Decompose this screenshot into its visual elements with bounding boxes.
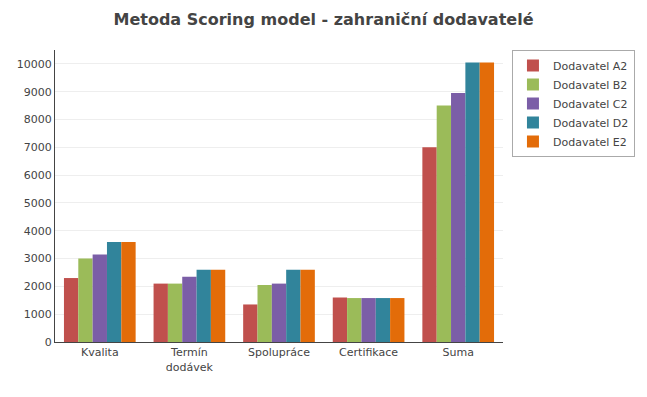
- svg-text:5000: 5000: [24, 197, 52, 210]
- svg-text:1000: 1000: [24, 308, 52, 321]
- svg-text:Certifikace: Certifikace: [339, 346, 398, 359]
- svg-text:8000: 8000: [24, 113, 52, 126]
- svg-text:2000: 2000: [24, 280, 52, 293]
- svg-text:Suma: Suma: [442, 346, 473, 359]
- svg-text:Termíndodávek: Termíndodávek: [166, 346, 214, 373]
- svg-text:10000: 10000: [17, 58, 52, 71]
- svg-text:Dodavatel E2: Dodavatel E2: [553, 136, 627, 149]
- svg-text:3000: 3000: [24, 252, 52, 265]
- svg-text:Metoda Scoring model - zahrani: Metoda Scoring model - zahraniční dodava…: [113, 10, 533, 29]
- svg-text:Dodavatel D2: Dodavatel D2: [553, 117, 628, 130]
- svg-text:0: 0: [45, 336, 52, 349]
- svg-text:7000: 7000: [24, 141, 52, 154]
- svg-text:4000: 4000: [24, 225, 52, 238]
- svg-text:Dodavatel A2: Dodavatel A2: [553, 60, 627, 73]
- svg-text:Dodavatel B2: Dodavatel B2: [553, 79, 627, 92]
- svg-text:Kvalita: Kvalita: [81, 346, 119, 359]
- svg-text:6000: 6000: [24, 169, 52, 182]
- svg-text:Dodavatel C2: Dodavatel C2: [553, 98, 628, 111]
- svg-text:Spolupráce: Spolupráce: [248, 346, 310, 359]
- svg-text:9000: 9000: [24, 86, 52, 99]
